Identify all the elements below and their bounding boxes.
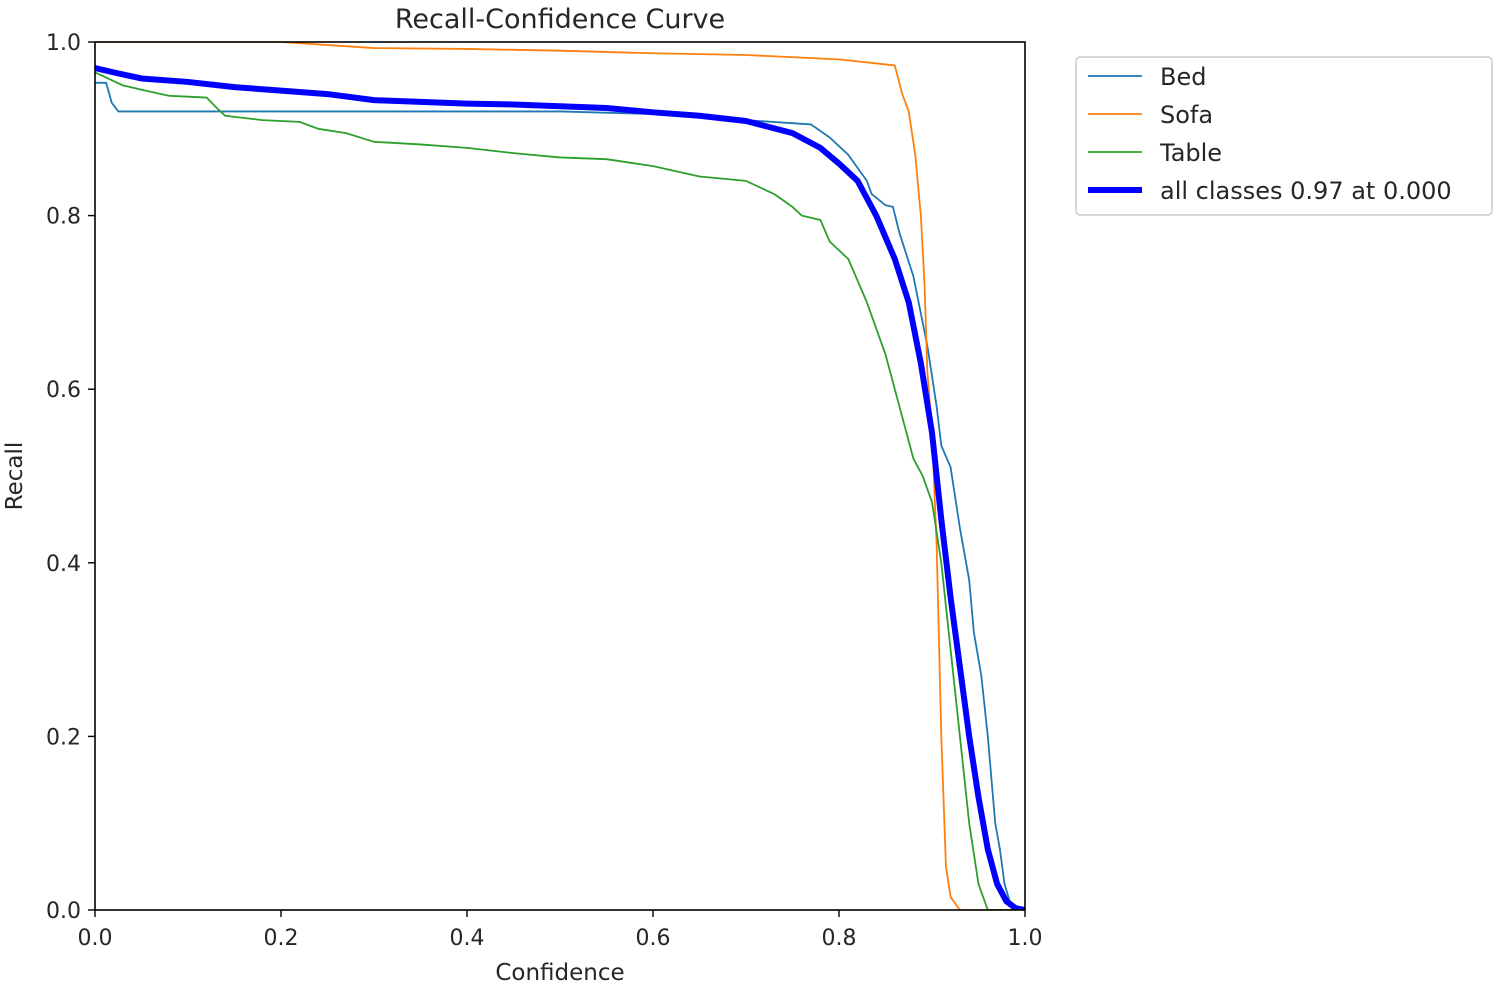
y-tick-label: 0.0: [46, 899, 81, 924]
legend-label-1: Sofa: [1160, 101, 1213, 129]
y-tick-label: 0.6: [46, 378, 81, 403]
y-axis: 0.0 0.2 0.4 0.6 0.8 1.0: [46, 31, 95, 924]
series-line-3: [95, 65, 1025, 910]
chart-title: Recall-Confidence Curve: [395, 4, 725, 35]
plot-frame: [94, 41, 1026, 911]
x-axis-label: Confidence: [495, 960, 624, 986]
legend-frame: [1075, 56, 1493, 216]
series-line-1: [95, 42, 1025, 910]
y-tick-label: 0.4: [46, 552, 81, 577]
y-tick-label: 0.2: [46, 725, 81, 750]
y-axis-label: Recall: [2, 442, 28, 511]
series-layer: [95, 42, 1025, 910]
legend: Bed Sofa Table all classes 0.97 at 0.000: [1075, 56, 1493, 216]
series-line-2: [95, 71, 1025, 910]
x-tick-label: 1.0: [1008, 926, 1043, 951]
legend-label-2: Table: [1159, 139, 1222, 167]
x-tick-label: 0.4: [450, 926, 485, 951]
x-tick-label: 0.8: [822, 926, 857, 951]
x-tick-label: 0.6: [636, 926, 671, 951]
legend-label-0: Bed: [1160, 63, 1206, 91]
y-tick-label: 0.8: [46, 205, 81, 230]
legend-label-3: all classes 0.97 at 0.000: [1160, 177, 1452, 205]
x-axis: 0.0 0.2 0.4 0.6 0.8 1.0: [78, 910, 1043, 951]
y-tick-label: 1.0: [46, 31, 81, 56]
x-tick-label: 0.2: [264, 926, 299, 951]
series-line-0: [95, 81, 1025, 910]
x-tick-label: 0.0: [78, 926, 113, 951]
